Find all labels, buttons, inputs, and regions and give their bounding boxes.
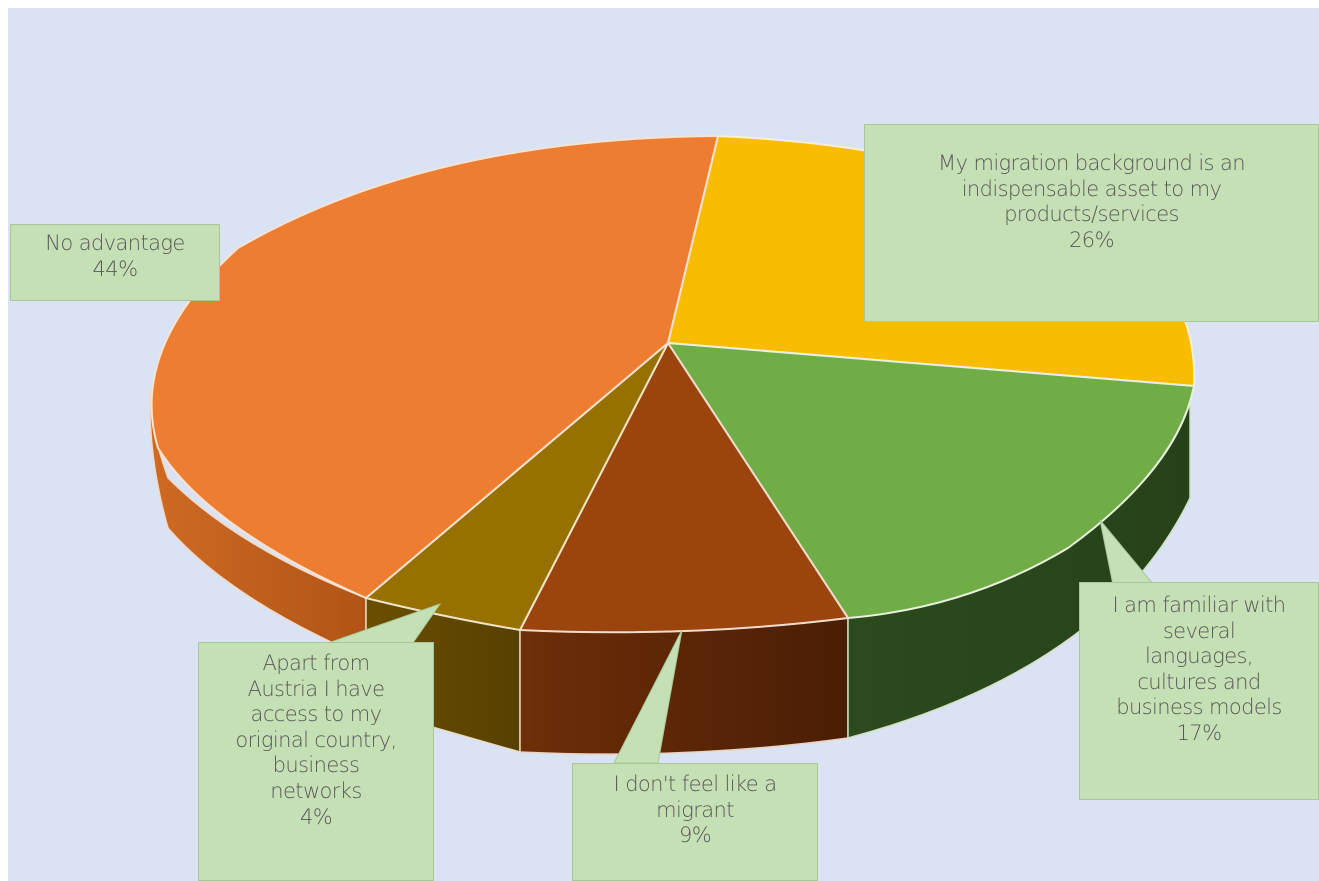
slice-percent-familiar: 17%	[1176, 721, 1222, 746]
slice-top-no-advantage	[150, 134, 720, 600]
slice-top-migrant	[518, 341, 850, 634]
callout-no-advantage: No advantage 44%	[10, 224, 220, 301]
slice-percent-apart: 4%	[299, 804, 333, 829]
callout-asset: My migration background is an indispensa…	[864, 124, 1319, 322]
slice-label-no-advantage: No advantage	[45, 231, 185, 255]
callout-apart: Apart from Austria I have access to my o…	[198, 642, 434, 881]
chart-area: No advantage 44% My migration background…	[8, 8, 1319, 881]
slice-label-migrant: I don't feel like a migrant	[613, 772, 778, 822]
slice-label-asset: My migration background is an indispensa…	[938, 151, 1246, 227]
callout-familiar: I am familiar with several languages, cu…	[1079, 582, 1319, 800]
slice-top-apart	[363, 342, 669, 632]
slice-percent-asset: 26%	[1069, 227, 1114, 252]
slice-percent-migrant: 9%	[678, 823, 712, 848]
callout-migrant: I don't feel like a migrant 9%	[572, 763, 818, 881]
slice-label-familiar: I am familiar with several languages, cu…	[1112, 593, 1286, 720]
slice-label-apart: Apart from Austria I have access to my o…	[235, 651, 397, 804]
slice-side-migrant	[519, 617, 849, 755]
slice-percent-no-advantage: 44%	[92, 256, 138, 281]
slice-top-familiar	[666, 341, 1196, 620]
